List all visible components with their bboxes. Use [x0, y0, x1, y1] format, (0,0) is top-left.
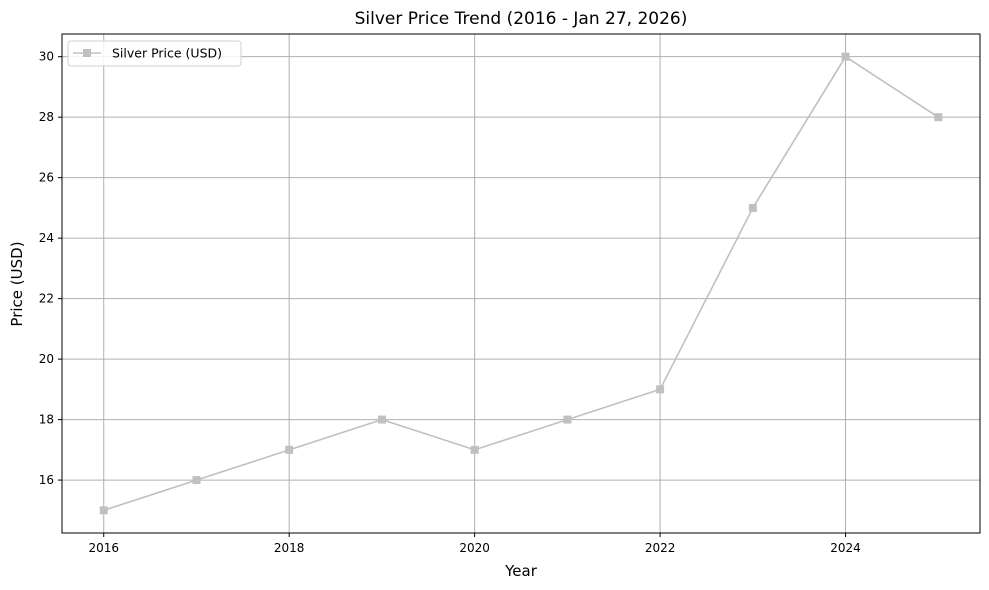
y-tick-label: 26 — [39, 171, 54, 185]
legend-label: Silver Price (USD) — [112, 46, 222, 61]
data-point-marker — [934, 113, 943, 122]
x-tick-label: 2018 — [274, 541, 305, 555]
series-layer — [99, 52, 943, 515]
x-tick-label: 2022 — [645, 541, 676, 555]
data-point-marker — [563, 415, 572, 424]
y-tick-label: 20 — [39, 352, 54, 366]
y-tick-label: 16 — [39, 473, 54, 487]
y-axis: 16 18 20 22 24 26 28 30 — [39, 50, 62, 487]
x-tick-label: 2020 — [459, 541, 490, 555]
y-tick-label: 18 — [39, 413, 54, 427]
data-point-marker — [748, 203, 757, 212]
chart-title: Silver Price Trend (2016 - Jan 27, 2026) — [355, 9, 688, 29]
legend-marker-icon — [83, 49, 91, 57]
x-tick-label: 2024 — [830, 541, 861, 555]
data-point-marker — [656, 385, 665, 394]
x-axis-label: Year — [504, 562, 538, 580]
legend-box — [67, 40, 242, 67]
data-point-marker — [470, 445, 479, 454]
legend: Silver Price (USD) — [67, 40, 242, 67]
x-axis: 2016 2018 2020 2022 2024 — [88, 533, 861, 555]
data-point-marker — [285, 445, 294, 454]
y-tick-label: 28 — [39, 110, 54, 124]
data-point-marker — [377, 415, 386, 424]
data-point-marker — [192, 476, 201, 485]
data-point-marker — [99, 506, 108, 515]
y-tick-label: 22 — [39, 292, 54, 306]
x-tick-label: 2016 — [88, 541, 119, 555]
y-tick-label: 30 — [39, 50, 54, 64]
grid — [62, 34, 980, 533]
y-axis-label: Price (USD) — [8, 241, 26, 326]
y-tick-label: 24 — [39, 231, 54, 245]
plot-area — [61, 33, 981, 534]
series-line — [103, 55, 939, 512]
data-point-marker — [841, 52, 850, 61]
